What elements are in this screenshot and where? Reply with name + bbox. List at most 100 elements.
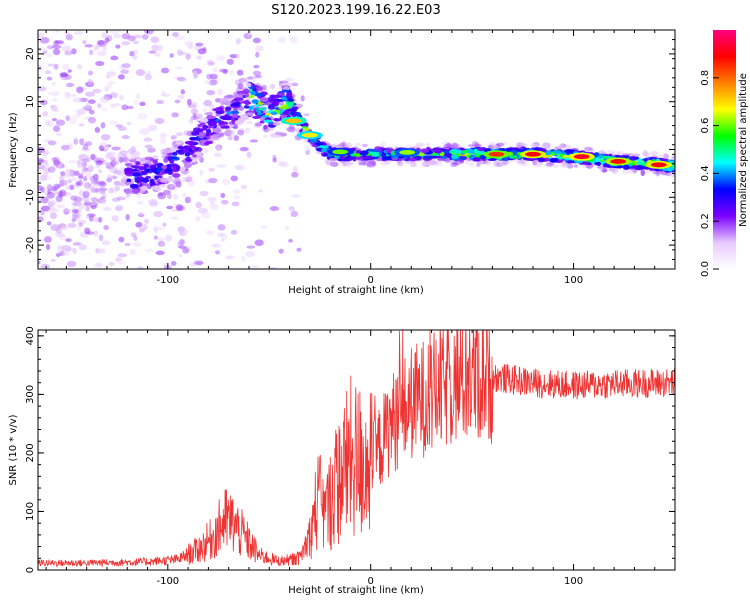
heatmap-cell <box>663 153 669 161</box>
colorbar: 0.0 0.2 0.4 0.6 0.8 Normalized spectral ampl… <box>700 30 749 277</box>
heatmap-cell <box>58 233 66 241</box>
heatmap-cell <box>71 211 81 219</box>
heatmap-cell <box>144 73 152 81</box>
y-tick-label: 10 <box>25 95 36 108</box>
heatmap-cell <box>320 145 329 149</box>
heatmap-cell <box>252 37 261 44</box>
heatmap-cell <box>361 156 371 160</box>
heatmap-cell <box>129 248 136 256</box>
heatmap-cell <box>671 154 675 162</box>
heatmap-cell <box>49 212 57 220</box>
heatmap-cell <box>234 101 241 105</box>
heatmap-cell <box>121 135 130 140</box>
heatmap-cell <box>184 196 191 204</box>
heatmap-cell <box>360 150 369 155</box>
heatmap-cell <box>166 193 172 200</box>
heatmap-cell <box>98 234 104 242</box>
heatmap-cell <box>83 181 92 189</box>
heatmap-cell <box>155 226 165 231</box>
heatmap-cell <box>84 102 92 109</box>
heatmap-cell <box>190 108 199 115</box>
heatmap-cell <box>137 113 148 120</box>
heatmap-cell <box>344 142 352 149</box>
heatmap-cell <box>246 245 256 249</box>
heatmap-cell <box>254 104 260 108</box>
heatmap-cell <box>101 107 108 112</box>
heatmap-cell <box>665 172 671 177</box>
heatmap-cell <box>380 141 386 147</box>
heatmap-cell <box>350 153 357 157</box>
heatmap-cell <box>71 177 77 182</box>
heatmap-cell <box>161 90 167 97</box>
heatmap-cell <box>172 151 178 156</box>
heatmap-cell <box>276 92 286 96</box>
heatmap-cell <box>45 119 51 127</box>
heatmap-cell <box>158 184 167 188</box>
heatmap-cell <box>76 63 82 70</box>
heatmap-cell <box>287 102 294 108</box>
heatmap-cell <box>163 148 172 154</box>
heatmap-cell <box>399 149 416 155</box>
heatmap-cell <box>269 83 276 90</box>
heatmap-cell <box>78 154 83 161</box>
heatmap-cell <box>138 166 145 171</box>
heatmap-cell <box>537 157 545 163</box>
heatmap-cell <box>223 131 231 137</box>
heatmap-cell <box>38 184 43 192</box>
heatmap-cell <box>372 149 379 153</box>
heatmap-cell <box>106 152 114 160</box>
heatmap-cell <box>219 98 230 102</box>
heatmap-cell <box>111 215 119 222</box>
heatmap-cell <box>70 195 78 201</box>
heatmap-cell <box>61 244 72 252</box>
heatmap-cell <box>60 179 65 186</box>
heatmap-cell <box>67 69 72 73</box>
heatmap-cell <box>188 136 199 141</box>
heatmap-cell <box>118 261 126 265</box>
heatmap-cell <box>59 72 68 78</box>
heatmap-cell <box>598 167 604 171</box>
heatmap-cell <box>160 165 168 170</box>
heatmap-cell <box>167 178 175 183</box>
heatmap-cell <box>53 108 59 113</box>
heatmap-cell <box>207 115 217 119</box>
heatmap-cell <box>72 97 83 103</box>
heatmap-cell <box>84 44 93 48</box>
heatmap-cell <box>136 200 144 205</box>
heatmap-cell <box>549 157 558 163</box>
heatmap-cell <box>60 144 70 151</box>
heatmap-cell <box>199 190 209 197</box>
heatmap-cell <box>272 157 277 163</box>
heatmap-cell <box>169 184 175 189</box>
heatmap-cell <box>335 155 341 160</box>
heatmap-cell <box>76 109 86 115</box>
heatmap-cell <box>422 155 432 159</box>
heatmap-cell <box>490 157 497 161</box>
heatmap-cell <box>528 157 535 161</box>
heatmap-cell <box>234 93 244 99</box>
heatmap-cell <box>115 205 123 212</box>
heatmap-cell <box>46 53 54 58</box>
heatmap-cell <box>101 240 111 246</box>
heatmap-cell <box>38 208 45 216</box>
heatmap-cell <box>602 155 612 160</box>
heatmap-cell <box>163 157 169 163</box>
heatmap-cell <box>75 195 81 203</box>
heatmap-cell <box>82 176 88 182</box>
heatmap-cell <box>441 155 447 160</box>
heatmap-cell <box>49 200 57 207</box>
heatmap-cell <box>63 31 71 36</box>
heatmap-cell <box>72 208 79 214</box>
heatmap-cell <box>108 261 115 267</box>
heatmap-cell <box>209 203 219 211</box>
heatmap-cell <box>220 199 229 205</box>
heatmap-cell <box>151 44 160 52</box>
heatmap-cell <box>254 122 262 127</box>
heatmap-cell <box>201 212 212 219</box>
figure-title: S120.2023.199.16.22.E03 <box>271 3 440 18</box>
heatmap-cell <box>269 132 275 138</box>
heatmap-cell <box>148 50 157 54</box>
heatmap-cell <box>135 221 143 228</box>
heatmap-cell <box>143 218 149 225</box>
heatmap-cell <box>671 163 675 169</box>
